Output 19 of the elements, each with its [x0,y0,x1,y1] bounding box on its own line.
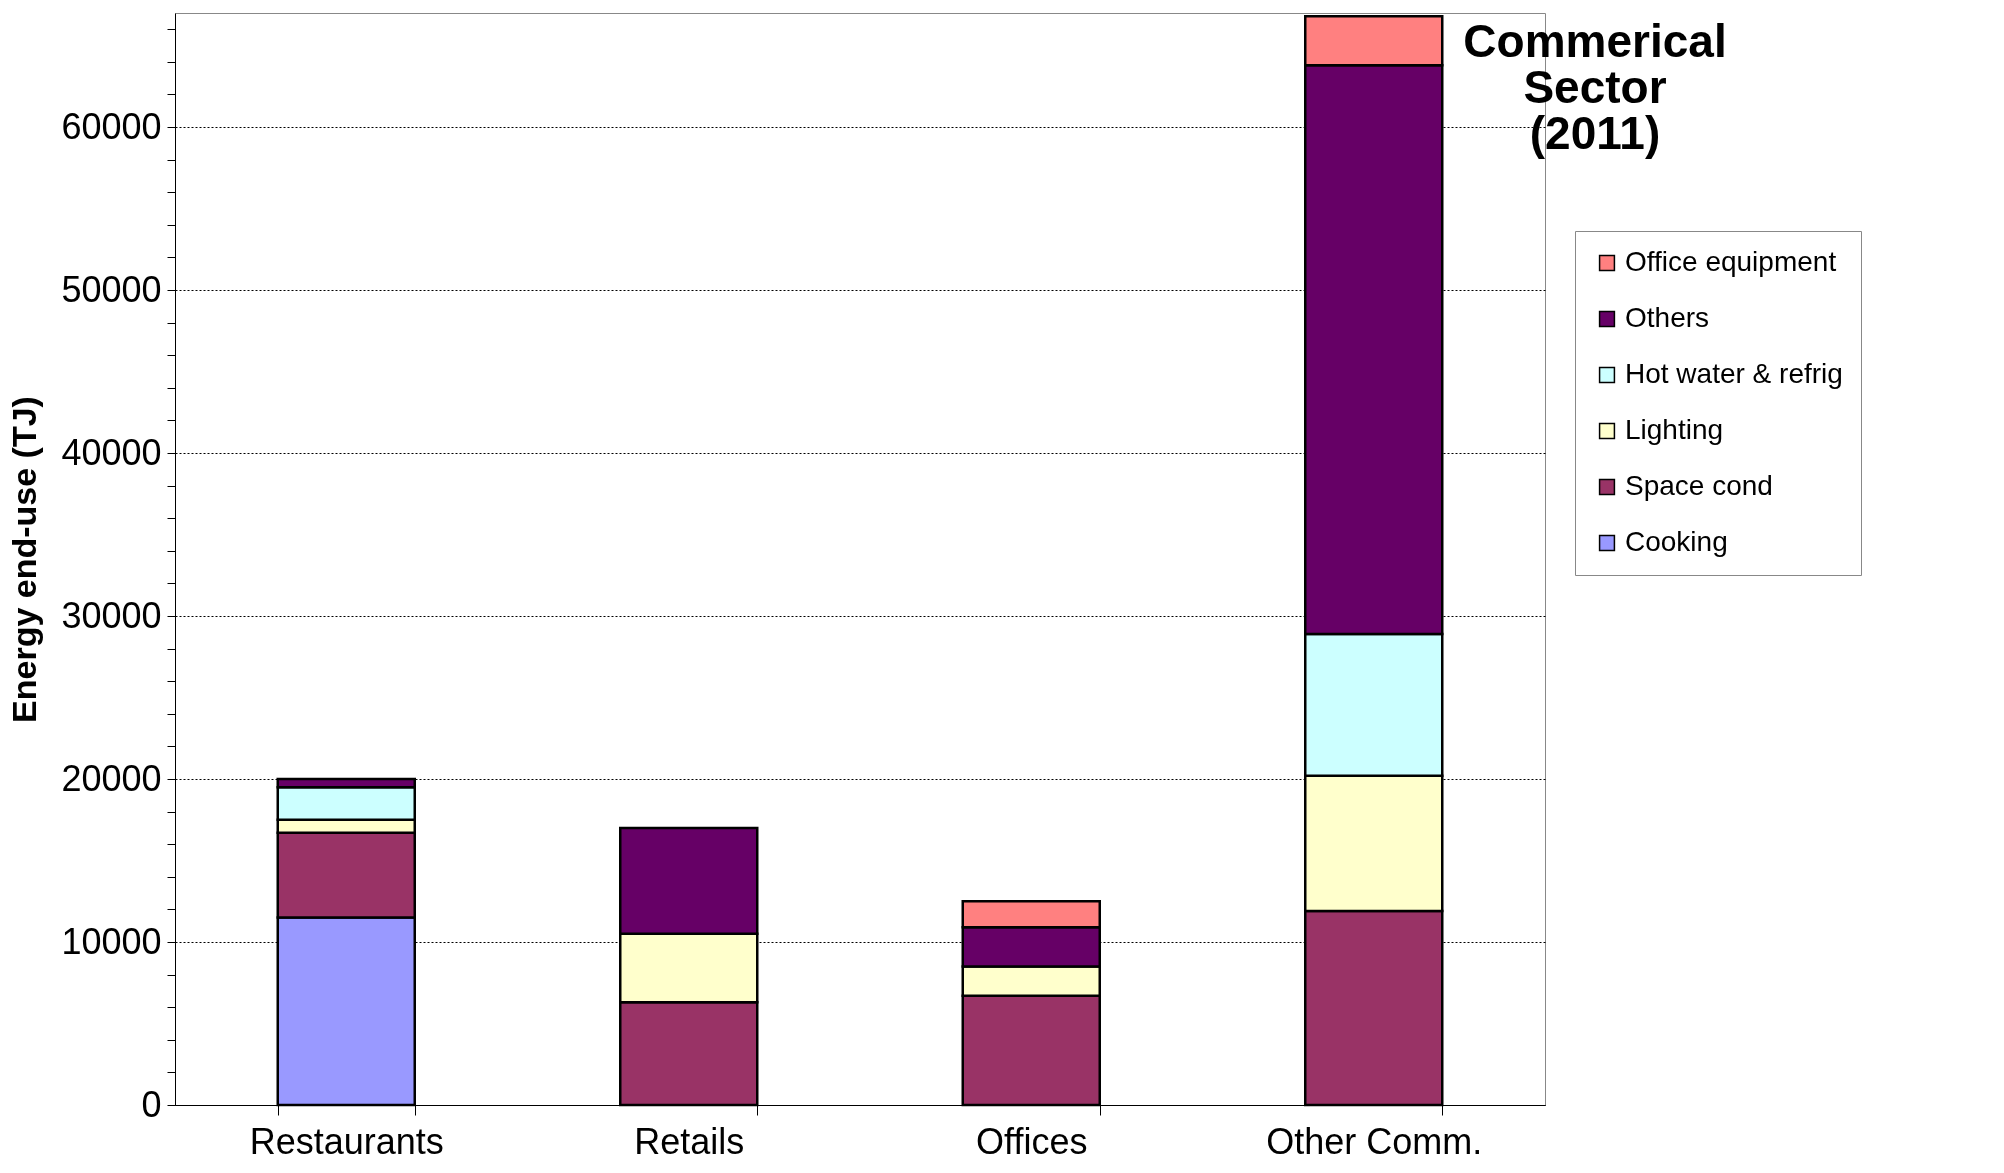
x-tick-label: Retails [634,1120,745,1162]
y-tick-label: 20000 [61,757,162,799]
x-tick-label: Restaurants [249,1120,444,1162]
y-axis-title: Energy end-use (TJ) [5,396,44,723]
y-tick-label: 50000 [61,268,162,310]
y-tick-label: 10000 [61,920,162,962]
legend-label: Hot water & refrig [1625,358,1843,389]
y-tick-label: 0 [141,1083,162,1125]
y-tick-label: 60000 [61,105,162,147]
legend-label: Cooking [1625,526,1728,557]
y-tick-label: 30000 [61,594,162,636]
x-tick-label: Other Comm. [1266,1120,1483,1162]
text: Commerical Sector (2011) [1463,15,1727,159]
legend-label: Others [1625,302,1710,333]
legend-label: Office equipment [1625,246,1837,277]
y-tick-label: 40000 [61,431,162,473]
legend-label: Space cond [1625,470,1773,501]
x-tick-label: Offices [976,1120,1088,1162]
legend-label: Lighting [1625,414,1724,445]
